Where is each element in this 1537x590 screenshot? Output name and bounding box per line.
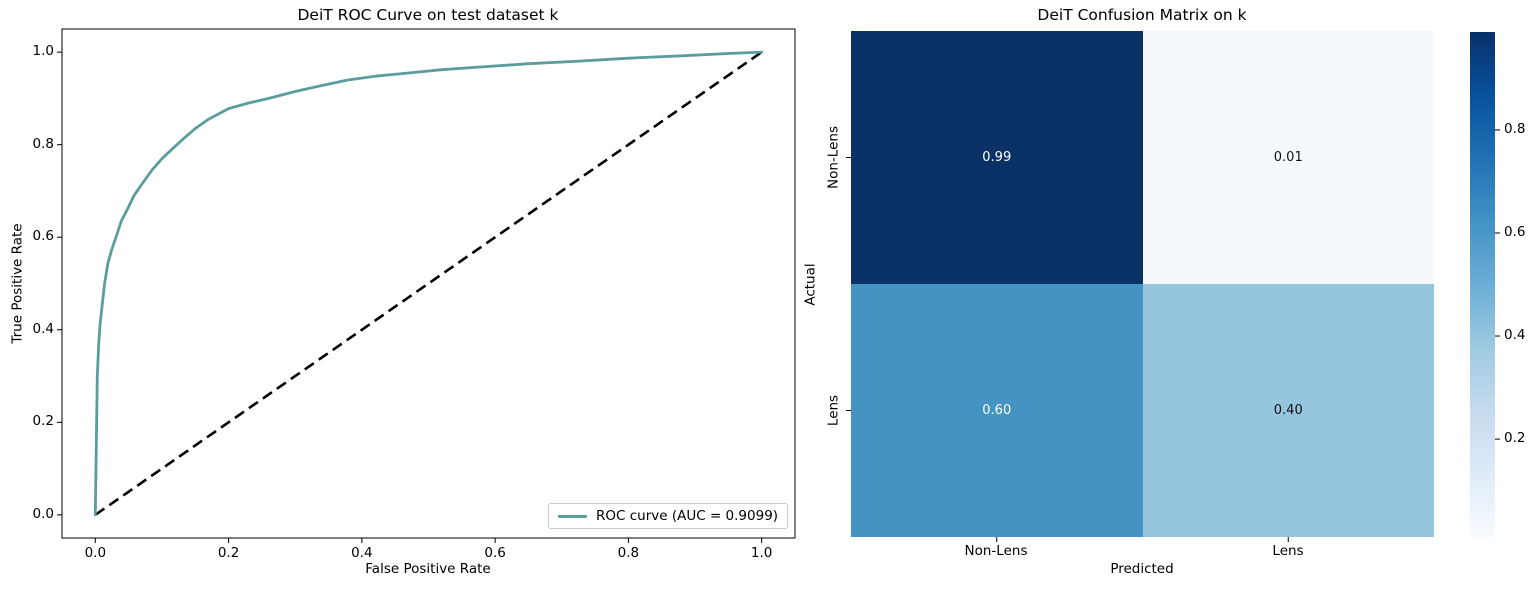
cm-x-tick-label-non-lens: Non-Lens (964, 543, 1028, 559)
roc-y-tick-label: 0.4 (32, 320, 54, 337)
roc-y-tick-label: 0.6 (32, 228, 54, 245)
cm-chart-title: DeiT Confusion Matrix on k (1037, 6, 1247, 24)
cm-y-tick-label-non-lens: Non-Lens (825, 126, 842, 189)
colorbar-tick-label: 0.4 (1504, 327, 1526, 344)
colorbar-tick-label: 0.6 (1504, 223, 1526, 240)
roc-x-tick-label: 1.0 (750, 545, 773, 561)
confusion-matrix-grid: 0.99 0.01 0.60 0.40 (851, 31, 1434, 537)
chance-diagonal-line (94, 51, 763, 516)
roc-y-tick-label: 0.8 (32, 135, 54, 152)
roc-y-tick-label: 1.0 (32, 43, 54, 60)
roc-y-tick-label: 0.0 (32, 505, 54, 522)
roc-axes-spines (61, 28, 796, 539)
roc-x-tick-label: 0.0 (84, 545, 107, 561)
cm-cell-actual-nonlens-pred-nonlens: 0.99 (851, 31, 1143, 284)
roc-chart-title: DeiT ROC Curve on test dataset k (297, 6, 559, 24)
roc-x-tick-label: 0.4 (351, 545, 373, 561)
cm-x-tick-label-lens: Lens (1272, 543, 1304, 559)
roc-x-tick-label: 0.8 (617, 545, 640, 561)
roc-legend: ROC curve (AUC = 0.9099) (548, 503, 789, 529)
roc-curve-legend-label: ROC curve (AUC = 0.9099) (596, 508, 779, 524)
cm-y-axis-label: Actual (802, 263, 819, 306)
roc-y-tick-label: 0.2 (32, 413, 54, 430)
cm-x-axis-label: Predicted (1110, 561, 1174, 577)
cm-cell-actual-lens-pred-lens: 0.40 (1142, 284, 1434, 537)
roc-x-tick-label: 0.6 (484, 545, 506, 561)
roc-x-tick-label: 0.2 (217, 545, 240, 561)
colorbar-tick-label: 0.2 (1504, 430, 1526, 447)
cm-y-tick-label-lens: Lens (825, 394, 842, 427)
colorbar-tick-label: 0.8 (1504, 120, 1526, 137)
roc-x-axis-label: False Positive Rate (365, 561, 491, 577)
roc-curve-legend-swatch (558, 514, 587, 518)
cm-cell-actual-nonlens-pred-lens: 0.01 (1142, 31, 1434, 284)
colorbar (1470, 32, 1495, 537)
cm-cell-actual-lens-pred-nonlens: 0.60 (851, 284, 1143, 537)
roc-curve-line (93, 50, 764, 517)
